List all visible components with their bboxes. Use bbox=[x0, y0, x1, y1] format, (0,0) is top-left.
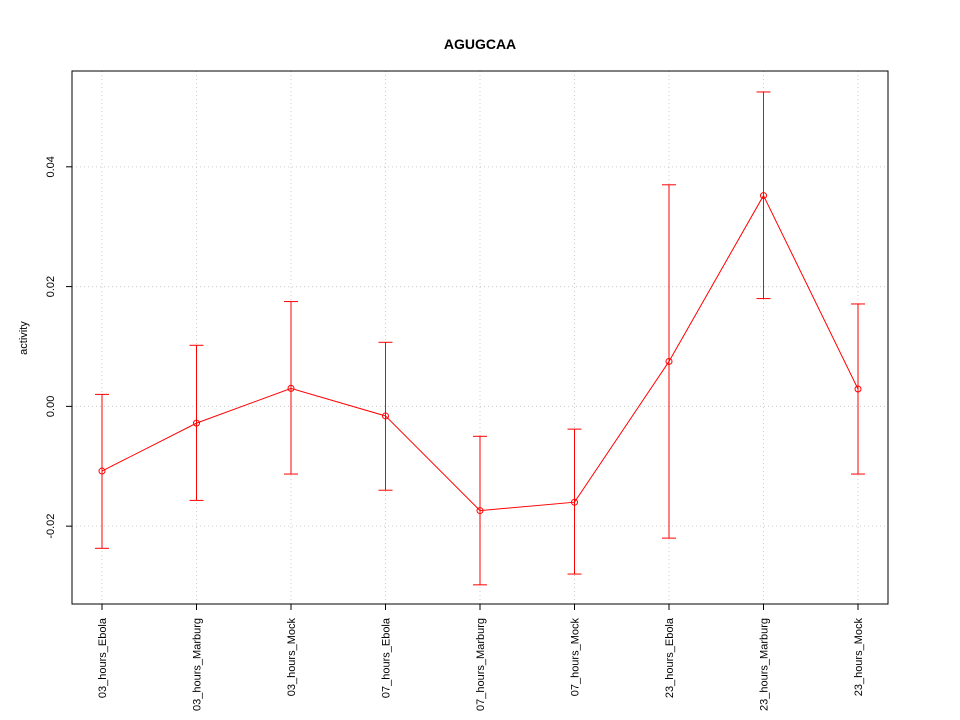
data-point bbox=[760, 192, 767, 200]
y-tick-label: 0.02 bbox=[45, 276, 57, 297]
data-point bbox=[287, 384, 295, 392]
x-tick-label: 07_hours_Ebola bbox=[381, 617, 393, 698]
data-point bbox=[382, 412, 389, 420]
y-tick-label: -0.02 bbox=[45, 514, 57, 539]
data-point bbox=[854, 385, 862, 393]
data-point bbox=[476, 507, 484, 515]
y-tick-label: 0.04 bbox=[45, 156, 57, 177]
data-point bbox=[193, 419, 200, 427]
x-tick-label: 07_hours_Marburg bbox=[475, 618, 487, 711]
data-point bbox=[665, 357, 673, 365]
series-line bbox=[101, 194, 859, 512]
x-tick-label: 07_hours_Mock bbox=[570, 618, 582, 697]
y-tick-label: 0.00 bbox=[45, 396, 57, 417]
y-axis-label: activity bbox=[18, 321, 30, 355]
data-series bbox=[95, 91, 865, 586]
x-tick-label: 03_hours_Mock bbox=[286, 618, 298, 697]
data-point bbox=[571, 498, 578, 506]
x-tick-label: 23_hours_Mock bbox=[853, 618, 865, 697]
axes: -0.02 0.00 0.02 0.04 03_hours_Ebola 03_hours_… bbox=[45, 156, 865, 711]
x-tick-label: 23_hours_Marburg bbox=[759, 618, 771, 711]
x-tick-label: 23_hours_Ebola bbox=[664, 617, 676, 698]
chart-title: AGUGCAA bbox=[444, 36, 516, 52]
x-tick-label: 03_hours_Ebola bbox=[97, 617, 109, 698]
x-tick-label: 03_hours_Marburg bbox=[192, 618, 204, 711]
plot-frame bbox=[71, 70, 889, 605]
data-point bbox=[98, 467, 106, 475]
